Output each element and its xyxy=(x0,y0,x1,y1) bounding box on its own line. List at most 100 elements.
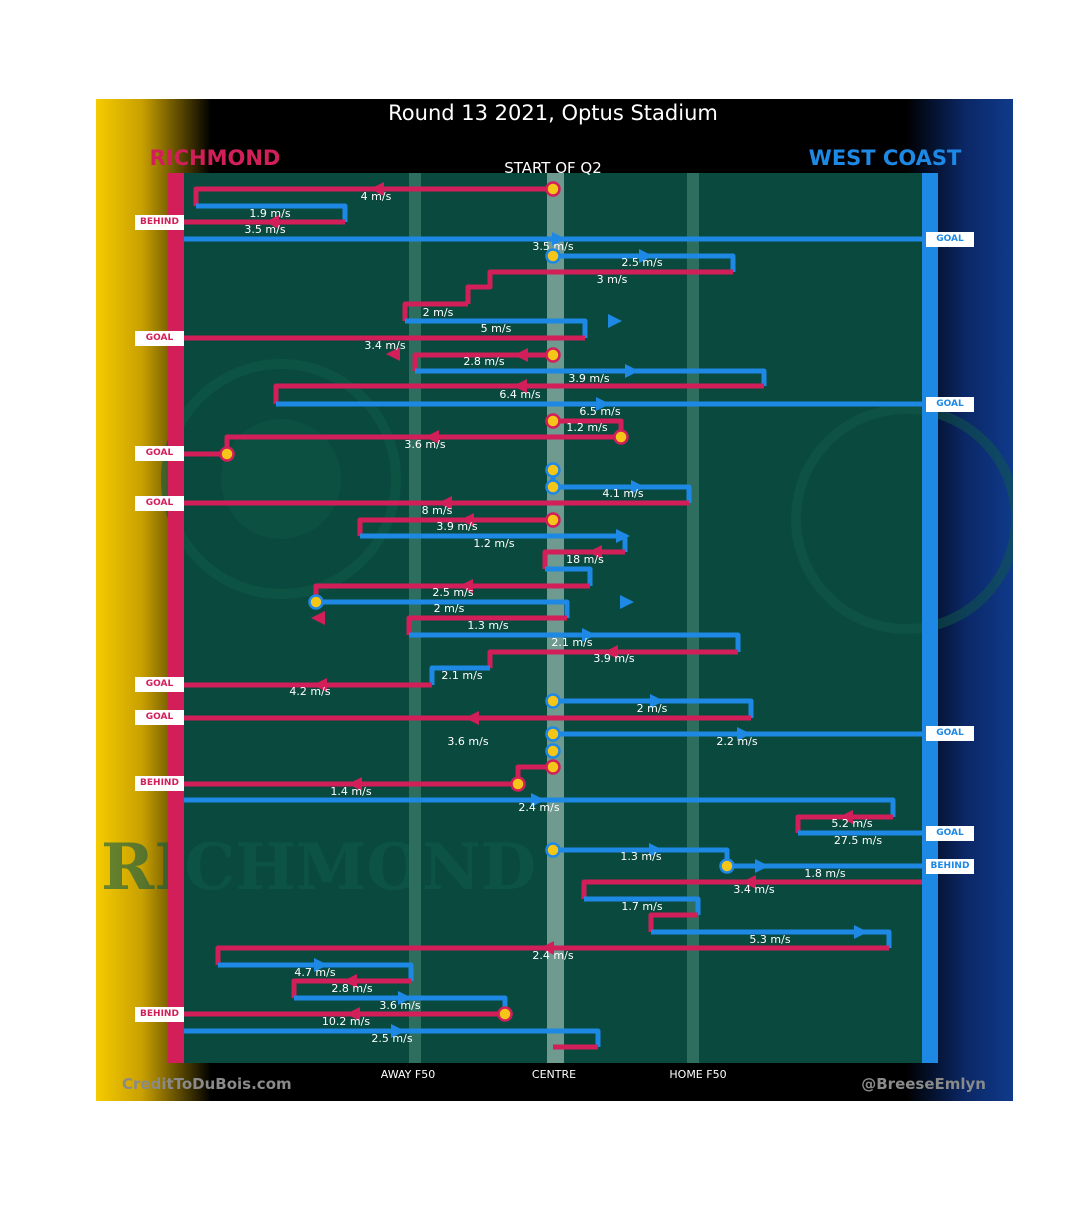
west-coast-chain-segment xyxy=(405,318,588,338)
speed-label: 8 m/s xyxy=(422,504,453,517)
richmond-direction-arrow xyxy=(514,348,528,362)
richmond-chain-segment xyxy=(215,945,889,965)
richmond-direction-arrow xyxy=(386,347,400,361)
richmond-direction-arrow xyxy=(540,941,554,955)
speed-label: 6.5 m/s xyxy=(579,405,620,418)
richmond-score-tag: BEHIND xyxy=(135,215,184,230)
richmond-direction-arrow xyxy=(588,545,602,559)
richmond-score-tag: GOAL xyxy=(135,331,184,346)
richmond-chain-segment xyxy=(184,434,621,457)
west-coast-score-tag: BEHIND xyxy=(926,859,974,874)
watermark-text: RICHMOND xyxy=(101,830,536,905)
west-coast-direction-arrow xyxy=(582,628,596,642)
west-coast-team-label: WEST COAST xyxy=(809,146,962,170)
west-coast-direction-arrow xyxy=(398,991,412,1005)
speed-label: 3.5 m/s xyxy=(532,240,573,253)
speed-label: 4.7 m/s xyxy=(294,966,335,979)
speed-label: 4 m/s xyxy=(361,190,392,203)
richmond-direction-arrow xyxy=(425,430,439,444)
west-coast-direction-arrow xyxy=(391,1024,405,1038)
west-coast-direction-arrow xyxy=(314,958,328,972)
west-coast-chain-segment xyxy=(316,599,570,618)
west-coast-chain-segment xyxy=(553,253,736,272)
ball-marker xyxy=(308,594,324,610)
richmond-direction-arrow xyxy=(460,513,474,527)
speed-label: 3.4 m/s xyxy=(733,883,774,896)
speed-label: 2.5 m/s xyxy=(621,256,662,269)
speed-label: 3.6 m/s xyxy=(447,735,488,748)
west-coast-direction-arrow xyxy=(616,529,630,543)
richmond-score-tag: GOAL xyxy=(135,446,184,461)
west-coast-direction-arrow xyxy=(755,859,769,873)
richmond-direction-arrow xyxy=(742,875,756,889)
ball-marker xyxy=(613,429,629,445)
west-coast-direction-arrow xyxy=(649,843,663,857)
richmond-chain-segment xyxy=(193,186,553,206)
speed-label: 2.4 m/s xyxy=(518,801,559,814)
speed-label: 1.2 m/s xyxy=(566,421,607,434)
richmond-chain-segment xyxy=(487,649,738,668)
west-coast-score-tag: GOAL xyxy=(926,232,974,247)
centre-label: CENTRE xyxy=(532,1068,576,1081)
speed-label: 2.8 m/s xyxy=(463,355,504,368)
speed-label: 3.5 m/s xyxy=(244,223,285,236)
ball-marker xyxy=(545,413,561,429)
richmond-goal-post xyxy=(168,173,184,1063)
speed-label: 3.9 m/s xyxy=(568,372,609,385)
richmond-direction-arrow xyxy=(313,678,327,692)
credit-right: @BreeseEmlyn xyxy=(861,1075,986,1093)
speed-label: 1.7 m/s xyxy=(621,900,662,913)
west-coast-direction-arrow xyxy=(596,397,610,411)
ball-marker xyxy=(545,726,561,742)
credit-left: CreditToDuBois.com xyxy=(122,1075,292,1093)
richmond-direction-arrow xyxy=(348,777,362,791)
ball-marker xyxy=(719,858,735,874)
speed-label: 1.8 m/s xyxy=(804,867,845,880)
west-coast-direction-arrow xyxy=(608,314,622,328)
speed-label: 1.4 m/s xyxy=(330,785,371,798)
speed-label: 2.1 m/s xyxy=(441,669,482,682)
ball-marker xyxy=(545,512,561,528)
speed-label: 1.2 m/s xyxy=(473,537,514,550)
speed-label: 2 m/s xyxy=(434,602,465,615)
west-coast-chain-segment xyxy=(415,368,767,386)
speed-label: 3.4 m/s xyxy=(364,339,405,352)
richmond-direction-arrow xyxy=(839,810,853,824)
speed-label: 10.2 m/s xyxy=(322,1015,370,1028)
ball-marker xyxy=(510,776,526,792)
west-coast-goal-post xyxy=(922,173,938,1063)
west-coast-score-tag: GOAL xyxy=(926,826,974,841)
west-coast-chain-segment xyxy=(218,962,414,981)
speed-label: 2 m/s xyxy=(423,306,454,319)
speed-label: 6.4 m/s xyxy=(499,388,540,401)
west-coast-chain-segment xyxy=(184,1028,601,1047)
ball-marker xyxy=(545,479,561,495)
richmond-score-tag: GOAL xyxy=(135,677,184,692)
tiger-watermark xyxy=(161,359,401,599)
richmond-direction-arrow xyxy=(604,645,618,659)
ball-marker xyxy=(497,1006,513,1022)
ball-marker xyxy=(545,347,561,363)
west-coast-chain-segment xyxy=(184,797,896,817)
richmond-score-tag: BEHIND xyxy=(135,1007,184,1022)
richmond-chain-segment xyxy=(273,383,764,404)
richmond-chain-segment xyxy=(406,615,567,635)
richmond-direction-arrow xyxy=(311,611,325,625)
richmond-direction-arrow xyxy=(370,182,384,196)
richmond-chain-segment xyxy=(412,352,553,371)
eagle-watermark xyxy=(791,404,1013,634)
richmond-chain-segment xyxy=(795,814,893,833)
quarter-label: START OF Q2 xyxy=(504,159,602,177)
west-coast-chain-segment xyxy=(584,896,701,915)
speed-label: 5.3 m/s xyxy=(749,933,790,946)
west-coast-chain-segment xyxy=(545,566,593,586)
speed-label: 3.9 m/s xyxy=(593,652,634,665)
ball-marker xyxy=(545,842,561,858)
west-coast-direction-arrow xyxy=(639,249,653,263)
speed-label: 4.2 m/s xyxy=(289,685,330,698)
richmond-score-tag: GOAL xyxy=(135,496,184,511)
west-coast-direction-arrow xyxy=(552,232,566,246)
speed-label: 2.2 m/s xyxy=(716,735,757,748)
richmond-direction-arrow xyxy=(265,215,279,229)
ball-marker xyxy=(545,462,561,478)
